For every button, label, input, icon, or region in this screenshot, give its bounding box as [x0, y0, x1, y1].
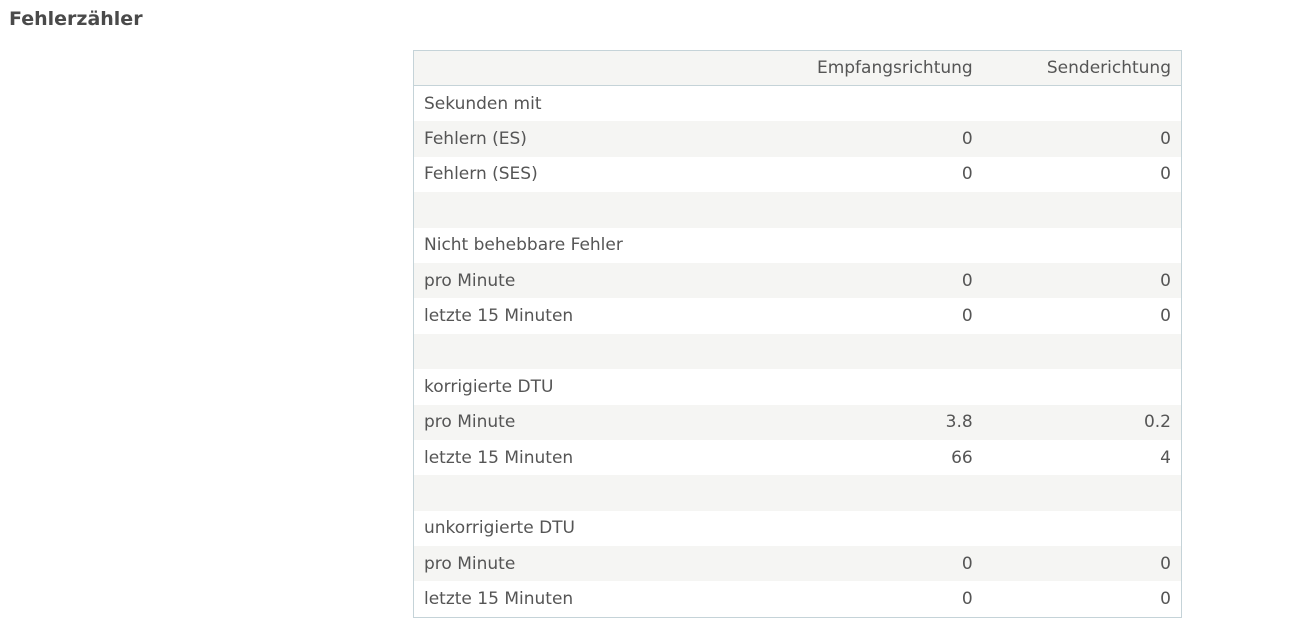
table-row: letzte 15 Minuten 66 4 — [413, 439, 1182, 476]
row-label: Fehlern (ES) — [413, 121, 783, 157]
row-rx-value — [782, 85, 983, 122]
row-tx-value — [982, 227, 1182, 263]
table-row: Fehlern (ES) 0 0 — [413, 121, 1182, 157]
table-row — [413, 333, 1182, 370]
row-tx-value: 0 — [982, 121, 1182, 157]
row-rx-value: 0 — [782, 156, 983, 193]
header-rx: Empfangsrichtung — [782, 50, 983, 86]
row-tx-value — [982, 85, 1182, 122]
row-rx-value — [782, 475, 983, 511]
header-tx: Senderichtung — [982, 50, 1182, 86]
row-label: pro Minute — [413, 262, 783, 299]
table-row: unkorrigierte DTU — [413, 510, 1182, 547]
row-rx-value: 0 — [782, 262, 983, 299]
table-row — [413, 475, 1182, 511]
row-tx-value: 0 — [982, 298, 1182, 334]
row-tx-value — [982, 475, 1182, 511]
row-label: korrigierte DTU — [413, 369, 783, 405]
row-tx-value — [982, 369, 1182, 405]
table-row: pro Minute 0 0 — [413, 262, 1182, 299]
table-row: Nicht behebbare Fehler — [413, 227, 1182, 263]
row-label: Sekunden mit — [413, 85, 783, 122]
table-header-row: Empfangsrichtung Senderichtung — [413, 50, 1182, 86]
row-tx-value: 0 — [982, 581, 1182, 618]
row-label — [413, 475, 783, 511]
row-rx-value: 66 — [782, 439, 983, 476]
row-rx-value: 3.8 — [782, 404, 983, 440]
row-label: Nicht behebbare Fehler — [413, 227, 783, 263]
row-tx-value: 4 — [982, 439, 1182, 476]
table-row: letzte 15 Minuten 0 0 — [413, 581, 1182, 618]
row-label: letzte 15 Minuten — [413, 439, 783, 476]
row-label — [413, 333, 783, 370]
row-rx-value: 0 — [782, 298, 983, 334]
header-label — [413, 50, 783, 86]
row-tx-value: 0 — [982, 156, 1182, 193]
table-row: letzte 15 Minuten 0 0 — [413, 298, 1182, 334]
row-label: letzte 15 Minuten — [413, 581, 783, 618]
table-row: Fehlern (SES) 0 0 — [413, 156, 1182, 193]
row-tx-value — [982, 510, 1182, 547]
row-label: unkorrigierte DTU — [413, 510, 783, 547]
row-rx-value — [782, 227, 983, 263]
row-tx-value: 0 — [982, 546, 1182, 582]
row-tx-value — [982, 333, 1182, 370]
row-label: Fehlern (SES) — [413, 156, 783, 193]
table-row: pro Minute 0 0 — [413, 546, 1182, 582]
row-label: letzte 15 Minuten — [413, 298, 783, 334]
row-tx-value: 0.2 — [982, 404, 1182, 440]
row-tx-value — [982, 192, 1182, 228]
table-row: Sekunden mit — [413, 85, 1182, 122]
row-rx-value — [782, 192, 983, 228]
row-rx-value: 0 — [782, 581, 983, 618]
row-label: pro Minute — [413, 546, 783, 582]
table-row: pro Minute 3.8 0.2 — [413, 404, 1182, 440]
row-rx-value: 0 — [782, 121, 983, 157]
row-label — [413, 192, 783, 228]
row-rx-value — [782, 369, 983, 405]
row-rx-value: 0 — [782, 546, 983, 582]
row-rx-value — [782, 333, 983, 370]
row-rx-value — [782, 510, 983, 547]
error-counter-table: Empfangsrichtung Senderichtung Sekunden … — [413, 50, 1182, 618]
row-tx-value: 0 — [982, 262, 1182, 299]
section-title: Fehlerzähler — [9, 8, 143, 30]
table-row: korrigierte DTU — [413, 369, 1182, 405]
row-label: pro Minute — [413, 404, 783, 440]
table-row — [413, 192, 1182, 228]
